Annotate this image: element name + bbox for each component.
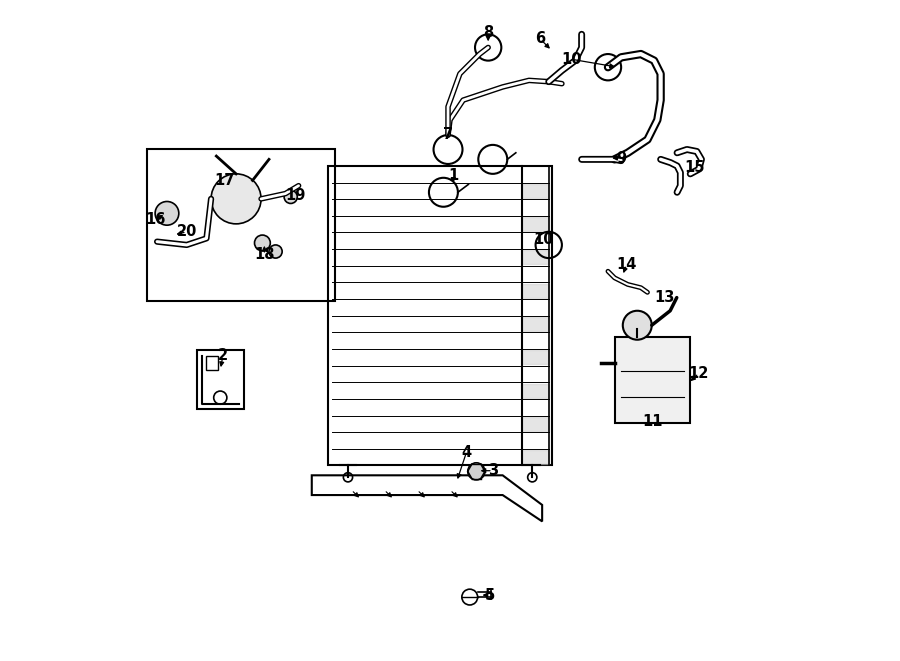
- Text: 11: 11: [642, 414, 662, 429]
- Text: 16: 16: [145, 212, 166, 227]
- Bar: [148, 149, 335, 301]
- Text: 20: 20: [176, 224, 197, 239]
- Text: 8: 8: [483, 26, 493, 40]
- Text: 17: 17: [214, 173, 234, 188]
- Text: 10: 10: [533, 232, 554, 247]
- Text: 4: 4: [462, 445, 472, 460]
- Circle shape: [269, 245, 283, 258]
- Text: 10: 10: [562, 52, 582, 67]
- Circle shape: [155, 202, 179, 225]
- Text: 18: 18: [254, 247, 274, 262]
- Circle shape: [284, 190, 297, 204]
- Circle shape: [255, 235, 270, 251]
- Text: 7: 7: [443, 127, 453, 142]
- Circle shape: [212, 174, 261, 224]
- Text: 1: 1: [448, 169, 458, 183]
- Text: 6: 6: [536, 32, 545, 46]
- Text: 5: 5: [484, 588, 495, 603]
- Circle shape: [468, 463, 485, 480]
- Bar: [206, 356, 219, 370]
- Circle shape: [623, 311, 652, 340]
- Text: 2: 2: [218, 348, 228, 363]
- Polygon shape: [615, 337, 690, 422]
- Text: 19: 19: [285, 188, 305, 203]
- Bar: [196, 350, 244, 409]
- Text: 12: 12: [688, 366, 709, 381]
- Text: 9: 9: [616, 151, 626, 165]
- Text: 3: 3: [488, 463, 498, 478]
- Text: 13: 13: [654, 290, 675, 305]
- Text: 14: 14: [616, 257, 636, 272]
- Text: 15: 15: [685, 160, 705, 175]
